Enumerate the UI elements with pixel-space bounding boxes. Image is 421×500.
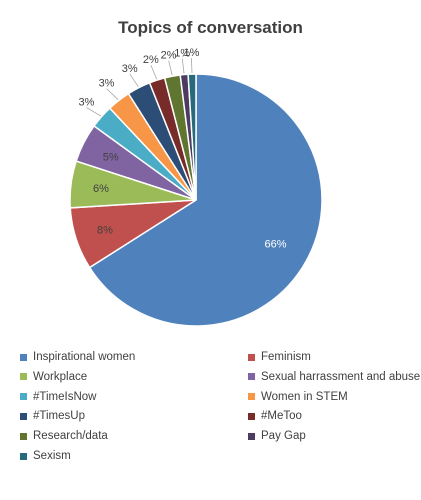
legend-entry: Inspirational women — [20, 348, 135, 366]
pie-slice — [187, 73, 197, 201]
legend-label: Workplace — [33, 370, 88, 383]
legend-entry: Research/data — [20, 427, 108, 445]
legend-swatch — [248, 412, 255, 420]
leader-line — [129, 73, 139, 88]
legend-entry: #TimesUp — [20, 407, 85, 425]
legend-swatch — [248, 393, 255, 401]
slice-data-label: 8% — [97, 225, 113, 237]
legend-label: Pay Gap — [261, 430, 306, 443]
legend-swatch — [248, 353, 255, 361]
legend-entry: #MeToo — [248, 407, 302, 425]
legend-label: Sexism — [33, 450, 71, 462]
leader-lines — [86, 58, 193, 117]
legend-swatch — [20, 353, 27, 361]
legend-label: Feminism — [261, 351, 311, 363]
slice-data-label: 3% — [79, 96, 95, 108]
legend-entry: Feminism — [248, 348, 311, 366]
legend-swatch — [20, 412, 27, 420]
legend-entry: Pay Gap — [248, 427, 306, 445]
slice-data-label: 66% — [264, 239, 286, 251]
legend-label: Inspirational women — [33, 351, 136, 363]
legend-entry: Workplace — [20, 368, 87, 386]
legend-swatch — [248, 432, 255, 440]
slice-data-label: 3% — [122, 63, 138, 75]
legend-entry: Sexual harrassment and abuse — [248, 368, 420, 386]
legend-entry: Sexism — [20, 447, 71, 465]
legend-label: #MeToo — [261, 410, 302, 423]
leader-line — [191, 58, 193, 74]
legend-swatch — [20, 432, 27, 440]
legend-entry: #TimeIsNow — [20, 388, 96, 406]
chart-title: Topics of conversation — [118, 18, 303, 37]
slice-data-label: 6% — [93, 183, 109, 195]
slice-data-label: 1% — [183, 47, 199, 59]
legend-swatch — [248, 373, 255, 381]
legend-entry: Women in STEM — [248, 388, 348, 406]
slice-data-label: 5% — [103, 152, 119, 164]
slice-data-label: 2% — [161, 50, 177, 62]
leader-line — [106, 88, 119, 100]
pie-slices — [69, 73, 323, 327]
leader-line — [150, 64, 158, 80]
slice-data-label: 3% — [99, 78, 115, 90]
legend-label: #TimeIsNow — [33, 390, 97, 403]
pie-slice — [88, 73, 323, 327]
legend-label: Women in STEM — [261, 390, 348, 403]
leader-line — [86, 107, 101, 117]
pie-chart: 66%8%6%5%3%3%3%2% 2%1%1% — [69, 47, 323, 327]
data-labels: 66%8%6%5%3%3%3%2% 2%1%1% — [79, 47, 287, 251]
slice-data-label: 2% — [143, 54, 159, 66]
leader-line — [168, 60, 173, 76]
slice-data-label: 1% — [174, 48, 190, 60]
legend-swatch — [20, 393, 27, 401]
legend-swatch — [20, 452, 27, 460]
legend-label: #TimesUp — [33, 410, 85, 423]
legend-swatch — [20, 373, 27, 381]
legend-label: Sexual harrassment and abuse — [261, 370, 421, 383]
legend-label: Research/data — [33, 430, 108, 443]
leader-line — [181, 58, 185, 74]
